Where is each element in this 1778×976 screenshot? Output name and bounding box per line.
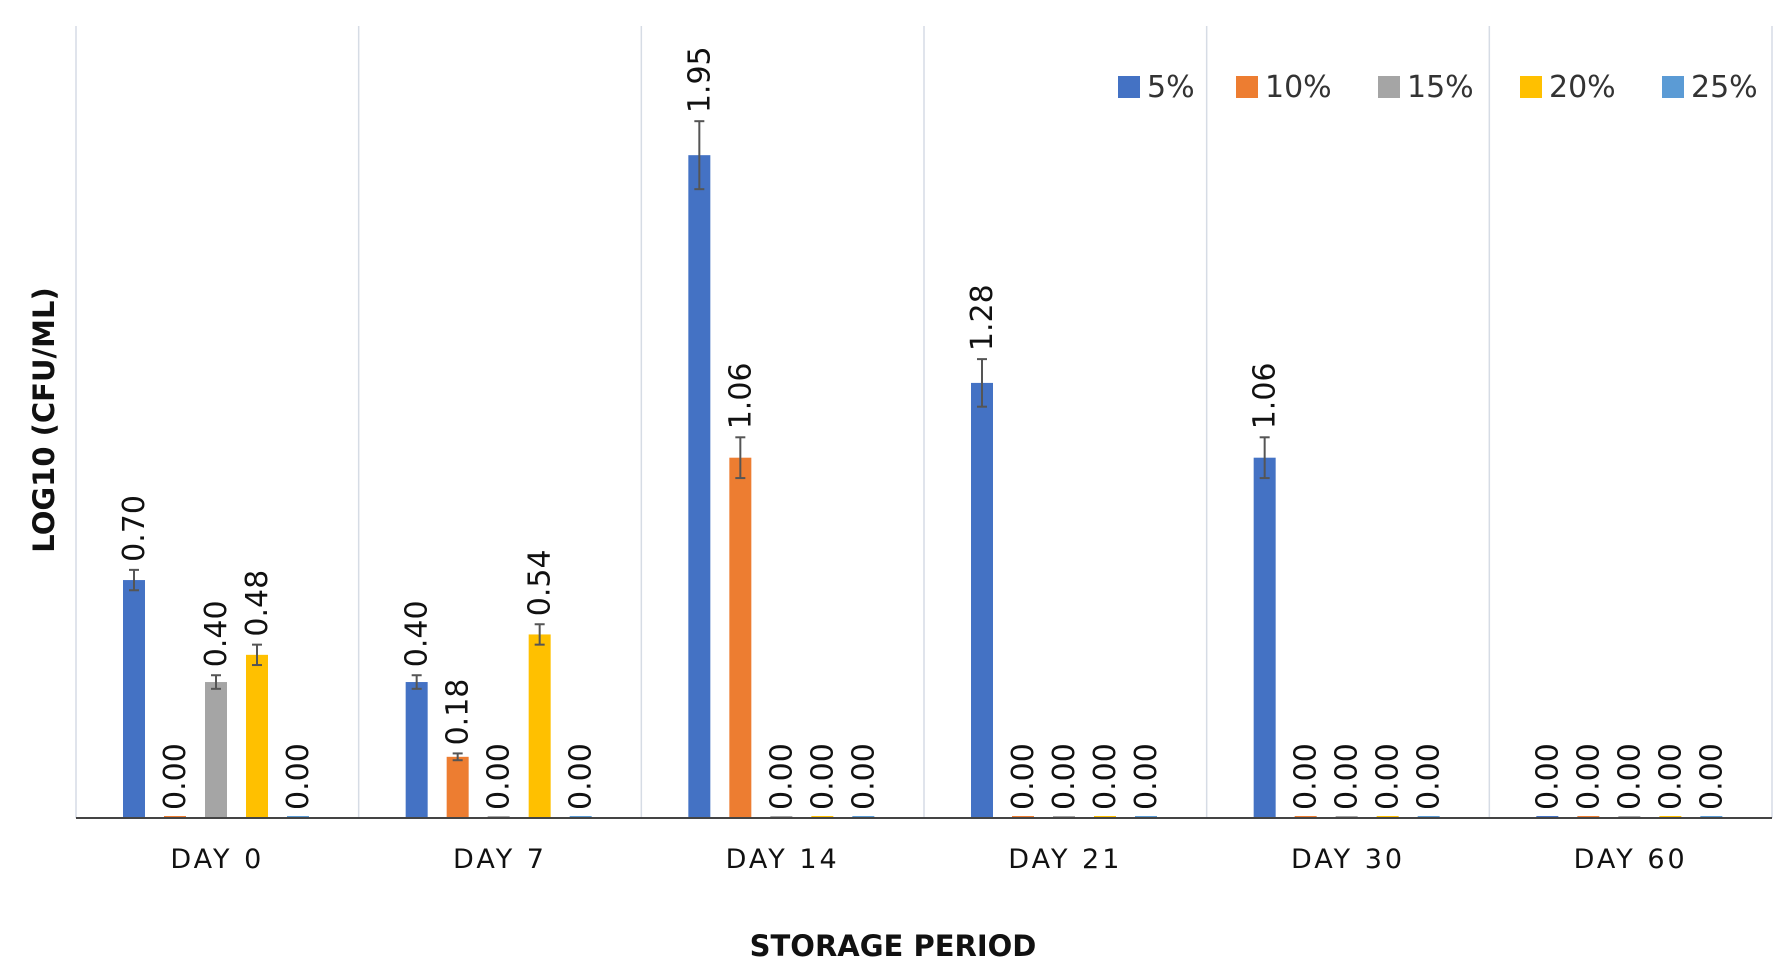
bar [246, 654, 268, 818]
error-bar [694, 120, 705, 191]
data-label: 0.00 [1088, 743, 1123, 810]
data-label: 0.00 [805, 743, 840, 810]
data-label: 0.00 [1129, 743, 1164, 810]
data-label: 0.54 [523, 549, 558, 616]
data-label: 0.40 [400, 600, 435, 667]
data-label: 0.00 [1006, 743, 1041, 810]
error-bar [252, 643, 262, 667]
error-bar [534, 623, 545, 646]
bar [971, 382, 993, 818]
data-label: 0.00 [158, 743, 193, 810]
x-tick-label: DAY 30 [1291, 844, 1405, 875]
data-label: 0.00 [1653, 743, 1688, 810]
error-bar [211, 674, 221, 690]
data-label: 0.00 [764, 743, 799, 810]
legend-label: 20% [1549, 70, 1616, 105]
y-axis-title: LOG10 (CFU/ML) [27, 287, 61, 552]
bar [123, 580, 145, 818]
legend-label: 25% [1691, 70, 1758, 105]
legend-swatch [1236, 76, 1258, 98]
legend-swatch [1118, 76, 1140, 98]
error-bar [129, 568, 139, 592]
data-label: 0.00 [1530, 743, 1565, 810]
data-label: 0.00 [1047, 743, 1082, 810]
legend-item: 15% [1378, 70, 1474, 105]
x-tick-label: DAY 60 [1574, 844, 1688, 875]
data-labels: 0.700.000.40 0.480.000.400.180.000.540.00… [117, 46, 1729, 810]
legend-label: 15% [1407, 70, 1474, 105]
data-label: 0.48 [240, 570, 275, 637]
x-tick-label: DAY 0 [170, 844, 264, 875]
data-label: 0.00 [1571, 743, 1606, 810]
data-label: 0.00 [1412, 743, 1447, 810]
legend: 5% 10% 15% 20% 25% [1118, 70, 1758, 105]
error-bars [129, 120, 1270, 762]
data-label: 1.06 [1248, 362, 1283, 429]
legend-label: 10% [1265, 70, 1332, 105]
data-label: 1.06 [723, 362, 758, 429]
x-axis-title: STORAGE PERIOD [750, 929, 1037, 963]
bar [688, 155, 711, 819]
legend-item: 5% [1118, 70, 1195, 105]
error-bar [1259, 436, 1270, 480]
legend-item: 10% [1236, 70, 1332, 105]
data-label: 0.00 [1612, 743, 1647, 810]
legend-label: 5% [1147, 70, 1195, 105]
error-bar [977, 358, 987, 408]
data-label: 0.00 [482, 743, 517, 810]
data-label: 0.00 [1289, 743, 1324, 810]
x-axis-tick-labels: DAY 0 DAY 7 DAY 14 DAY 21 DAY 30 DAY 60 [170, 844, 1688, 875]
data-label: 0.00 [846, 743, 881, 810]
data-label: 0.18 [441, 679, 476, 746]
error-bar [411, 674, 422, 690]
data-label: 0.00 [1330, 743, 1365, 810]
error-bar [452, 752, 463, 762]
data-label: 0.00 [1694, 743, 1729, 810]
bar [405, 682, 428, 818]
error-bar [735, 436, 746, 480]
bar [446, 756, 469, 818]
legend-item: 20% [1520, 70, 1616, 105]
x-tick-label: DAY 7 [453, 844, 547, 875]
category-gridlines [75, 26, 1773, 818]
legend-item: 25% [1662, 70, 1758, 105]
data-label: 0.70 [117, 495, 152, 562]
legend-swatch [1378, 76, 1400, 98]
data-label: 0.00 [1371, 743, 1406, 810]
legend-swatch [1520, 76, 1542, 98]
bar [1253, 457, 1276, 818]
data-label: 0.00 [564, 743, 599, 810]
x-tick-label: DAY 14 [726, 844, 840, 875]
bar [528, 634, 551, 818]
data-label: 1.95 [682, 46, 717, 113]
x-tick-label: DAY 21 [1008, 844, 1122, 875]
data-label: 0.40 [199, 600, 234, 667]
data-label: 1.28 [965, 284, 1000, 351]
bar [205, 682, 227, 818]
legend-swatch [1662, 76, 1684, 98]
data-label: 0.00 [281, 743, 316, 810]
bar [729, 457, 752, 818]
